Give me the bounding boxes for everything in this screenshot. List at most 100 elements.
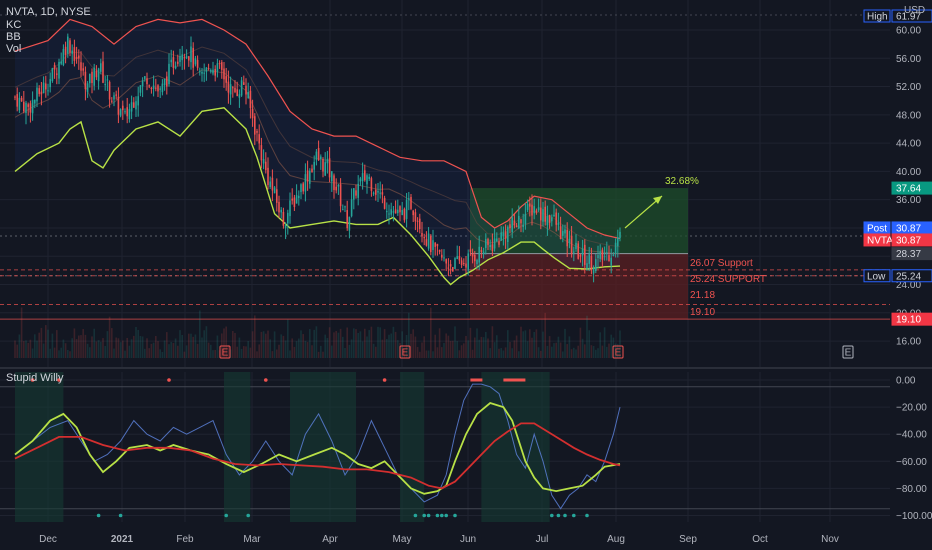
indicator-kc[interactable]: KC — [6, 19, 21, 31]
earnings-marker-0[interactable] — [219, 345, 231, 359]
date-tick-6: Jun — [460, 534, 476, 545]
candle-body — [172, 57, 175, 68]
candle-body — [542, 209, 544, 222]
volume-bar — [302, 334, 304, 358]
candle-body — [524, 213, 527, 224]
volume-bar — [256, 351, 258, 358]
volume-bar — [460, 345, 463, 358]
earnings-marker-1[interactable] — [399, 345, 411, 359]
candle-body — [249, 90, 252, 109]
volume-bar — [161, 351, 164, 358]
candle-body — [119, 109, 122, 116]
candle-body — [284, 225, 287, 229]
candle-body — [537, 207, 540, 211]
indicator-vol[interactable]: Vol — [6, 43, 21, 55]
candle-body — [309, 170, 311, 184]
volume-bar — [403, 348, 406, 358]
candle-body — [203, 72, 205, 74]
candle-body — [115, 94, 117, 96]
volume-bar — [25, 340, 27, 358]
volume-bar — [172, 343, 175, 358]
volume-bar — [331, 345, 333, 358]
candle-body — [199, 71, 201, 73]
volume-bar — [590, 345, 593, 358]
volume-bar — [562, 351, 564, 358]
volume-bar — [364, 328, 366, 358]
candle-body — [482, 251, 485, 255]
volume-bar — [271, 351, 274, 358]
candle-body — [432, 240, 434, 250]
candle-body — [342, 209, 344, 211]
candle-body — [599, 251, 601, 259]
volume-bar — [174, 338, 177, 358]
volume-bar — [370, 326, 373, 358]
volume-bar — [199, 310, 201, 358]
volume-bar — [559, 342, 562, 358]
candle-body — [267, 167, 269, 185]
candle-body — [449, 264, 452, 267]
candle-body — [227, 81, 230, 93]
volume-bar — [73, 328, 76, 358]
tag-label-post: Post — [867, 223, 887, 234]
sub-panel-title[interactable]: Stupid Willy — [6, 372, 64, 384]
candle-body — [247, 92, 249, 99]
candle-body — [122, 105, 124, 111]
candle-body — [223, 68, 225, 80]
volume-bar — [40, 327, 43, 358]
candle-body — [515, 225, 518, 228]
candle-body — [430, 236, 432, 253]
osc-tick--20: −20.00 — [896, 403, 927, 414]
candle-body — [416, 220, 419, 222]
candle-body — [34, 99, 36, 104]
candle-body — [390, 209, 392, 215]
candle-body — [157, 85, 159, 92]
date-tick-1: 2021 — [111, 534, 134, 545]
volume-bar — [412, 329, 414, 358]
price-tick-48: 48.00 — [896, 110, 921, 121]
volume-bar — [496, 335, 498, 358]
volume-bar — [465, 335, 467, 358]
volume-bar — [458, 350, 461, 358]
volume-bar — [159, 349, 161, 358]
volume-bar — [295, 341, 298, 358]
volume-bar — [485, 331, 487, 358]
candle-body — [126, 107, 128, 117]
volume-bar — [124, 350, 126, 358]
sell-signal-dot — [382, 378, 387, 382]
candle-body — [196, 59, 199, 68]
buy-signal-dot — [444, 513, 449, 518]
volume-bar — [557, 336, 560, 358]
oscillator-axis[interactable]: 0.00 −20.00 −40.00 −60.00 −80.00 −100.00 — [896, 376, 932, 523]
candle-body — [379, 192, 381, 194]
volume-bar — [276, 349, 278, 358]
symbol-title[interactable]: NVTA, 1D, NYSE — [6, 6, 91, 18]
volume-bar — [227, 345, 230, 358]
candle-body — [614, 242, 617, 254]
candle-body — [504, 231, 507, 239]
candle-body — [458, 256, 461, 261]
date-tick-11: Nov — [821, 534, 839, 545]
volume-bar — [419, 351, 421, 358]
candle-body — [546, 215, 549, 226]
candle-body — [326, 159, 329, 164]
volume-bar — [531, 337, 533, 358]
volume-bar — [599, 332, 601, 358]
volume-bar — [520, 326, 522, 358]
candle-body — [49, 79, 51, 88]
candle-body — [214, 68, 216, 76]
oscillator-lines — [14, 378, 621, 518]
volume-bar — [225, 326, 227, 358]
indicator-bb[interactable]: BB — [6, 31, 21, 43]
buy-signal-dot — [563, 513, 567, 518]
earnings-marker-3[interactable] — [842, 345, 854, 359]
candle-body — [179, 55, 181, 62]
time-axis[interactable]: Dec 2021 Feb Mar Apr May Jun Jul Aug Sep Oct Nov — [39, 534, 839, 545]
earnings-marker-2[interactable] — [612, 345, 624, 359]
volume-bar — [216, 335, 219, 358]
candle-body — [520, 219, 522, 224]
date-tick-2: Feb — [176, 534, 194, 545]
candle-body — [51, 68, 54, 82]
candle-body — [513, 220, 516, 226]
